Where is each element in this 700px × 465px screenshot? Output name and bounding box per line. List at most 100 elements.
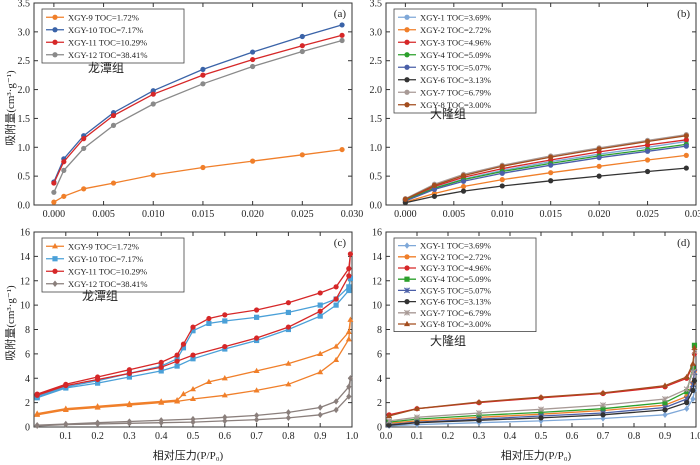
data-point (253, 367, 260, 374)
y-tick-label: 0.5 (18, 172, 31, 183)
data-point (476, 417, 482, 423)
y-tick-label: 12 (372, 276, 382, 287)
data-point (253, 387, 260, 393)
legend: XGY-9 TOC=1.72% XGY-10 TOC=7.17% XGY-11 TO… (41, 237, 185, 293)
data-point (596, 155, 602, 161)
x-tick-label: 0.015 (539, 209, 562, 220)
data-point (317, 290, 323, 296)
legend-swatch-marker (404, 52, 410, 58)
data-point (110, 180, 117, 186)
legend-box (393, 8, 537, 114)
data-point (158, 368, 164, 374)
data-point (333, 296, 339, 302)
data-point (126, 374, 132, 380)
legend-swatch-marker (404, 102, 410, 108)
data-point (460, 183, 467, 190)
x-tick-label: 1.0 (346, 431, 359, 442)
y-tick-label: 1.0 (370, 143, 383, 154)
data-point (61, 193, 67, 199)
series-3 (34, 251, 354, 398)
x-tick-label: 0.4 (155, 431, 168, 442)
data-point (317, 404, 323, 411)
data-point (126, 418, 132, 425)
legend-entry: XGY-4 TOC=5.09% (420, 274, 491, 284)
data-point (190, 415, 196, 423)
data-point (126, 400, 133, 406)
legend-swatch-marker (404, 299, 410, 305)
panel-3: 0.1 0.2 0.3 0.4 0.5 0.6 0.7 0.8 0.9 1.0 0 2 4 6 8 10 12 1… (20, 228, 358, 443)
y-tick-label: 8 (25, 325, 30, 336)
data-point (499, 183, 505, 189)
x-axis-title-bottom-right: 相对压力(P/P₀) (501, 448, 572, 462)
data-point (63, 381, 69, 387)
formation-label: 大隆组 (430, 106, 466, 121)
series-6 (402, 165, 689, 206)
legend-box (41, 237, 185, 293)
data-point (110, 122, 117, 128)
x-tick-label: 0.2 (442, 431, 455, 442)
data-point (460, 172, 467, 179)
y-tick-label: 14 (20, 252, 30, 263)
data-point (254, 335, 260, 341)
series-2 (402, 152, 689, 205)
x-tick-label: 1.0 (690, 431, 700, 442)
data-point (414, 405, 420, 411)
series-4 (34, 375, 354, 429)
data-point (51, 199, 57, 205)
data-point (548, 154, 554, 160)
x-axis-title-bottom-left: 相对压力(P/P₀) (153, 448, 224, 462)
y-axis-title-bottom: 吸附量(cm³·g⁻¹) (3, 285, 17, 361)
legend-entry: XGY-6 TOC=3.13% (420, 297, 491, 307)
legend-entry: XGY-1 TOC=3.69% (420, 241, 491, 251)
data-point (81, 145, 87, 152)
data-point (317, 411, 323, 419)
data-point (683, 137, 689, 143)
y-tick-label: 1.5 (18, 114, 31, 125)
y-tick-label: 14 (372, 252, 382, 263)
data-point (548, 178, 554, 184)
panel-1: 0.000 0.005 0.010 0.015 0.020 0.025 0.030 0.0 0.… (18, 0, 364, 220)
x-tick-label: 0.005 (92, 209, 115, 220)
data-point (548, 170, 554, 176)
legend-entry: XGY-6 TOC=3.13% (420, 75, 491, 85)
data-point (662, 407, 668, 413)
data-point (174, 358, 180, 364)
legend-swatch-marker (52, 14, 58, 20)
legend: XGY-1 TOC=3.69%XGY-2 TOC=2.72%XGY-3 TOC=… (393, 237, 537, 332)
data-point (662, 382, 668, 388)
data-point (34, 391, 40, 397)
data-point (285, 300, 291, 306)
data-point (150, 172, 156, 178)
series-6 (386, 378, 698, 428)
panel-2: 0.000 0.005 0.010 0.015 0.020 0.025 0.030 0.0 0.… (370, 0, 700, 220)
y-tick-label: 2.0 (370, 85, 383, 96)
legend-entry: XGY-7 TOC=6.79% (420, 308, 491, 318)
y-tick-label: 1.0 (18, 143, 31, 154)
series-line (405, 143, 687, 201)
data-point (596, 163, 602, 169)
x-tick-label: 0.8 (628, 431, 641, 442)
x-tick-label: 0.7 (597, 431, 610, 442)
legend-entry: XGY-11 TOC=10.29% (68, 266, 147, 276)
data-point (317, 313, 323, 319)
data-point (174, 352, 180, 358)
data-point (386, 417, 393, 424)
legend-swatch-marker (404, 320, 410, 327)
data-point (460, 178, 467, 184)
x-tick-label: 0.000 (43, 209, 66, 220)
data-point (95, 419, 101, 426)
legend-entry: XGY-12 TOC=38.41% (68, 50, 148, 60)
x-tick-label: 0.010 (142, 209, 165, 220)
data-point (299, 48, 305, 55)
x-tick-label: 0.1 (411, 431, 424, 442)
data-point (254, 412, 260, 419)
data-point (644, 168, 651, 175)
data-point (126, 367, 132, 373)
data-point (600, 389, 606, 395)
data-point (222, 414, 228, 421)
data-point (346, 383, 352, 390)
legend-entry: XGY-2 TOC=2.72% (420, 252, 491, 262)
series-line (405, 139, 687, 201)
series-line (405, 167, 687, 204)
data-point (538, 409, 544, 415)
